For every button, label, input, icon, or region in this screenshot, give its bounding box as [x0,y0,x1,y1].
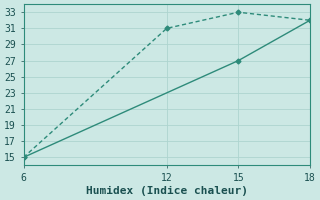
X-axis label: Humidex (Indice chaleur): Humidex (Indice chaleur) [86,186,248,196]
